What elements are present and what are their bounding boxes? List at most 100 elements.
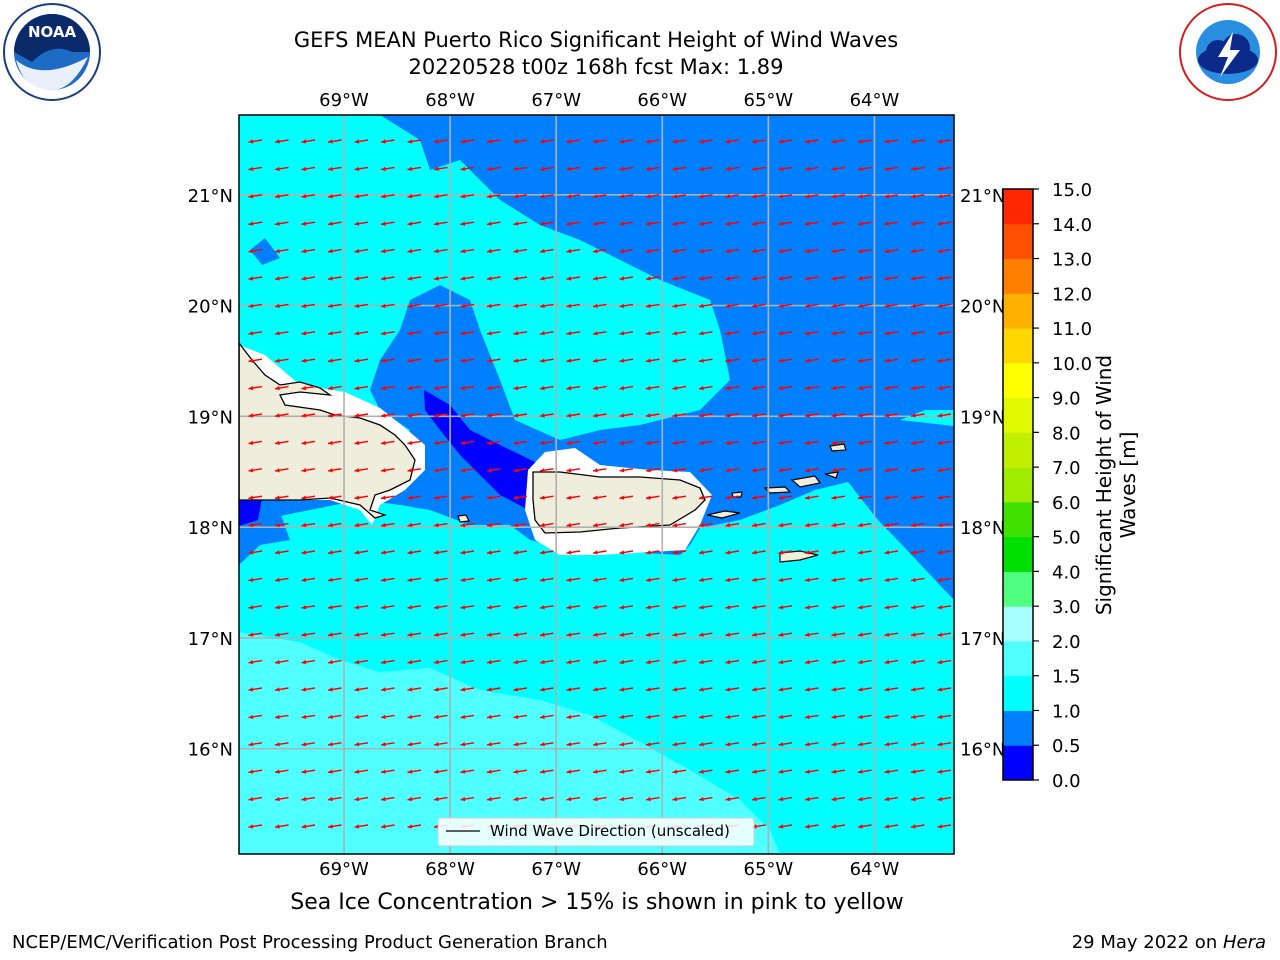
wave-vector: [831, 577, 846, 583]
wave-vector: [910, 440, 925, 446]
wave-vector: [884, 385, 899, 391]
island-mona: [457, 514, 470, 523]
wave-vector: [460, 221, 475, 226]
wave-vector: [460, 468, 475, 473]
map-frame: [238, 114, 955, 855]
wave-vector: [354, 550, 369, 555]
wave-vector: [857, 468, 872, 473]
wave-vector: [274, 522, 289, 528]
wave-vector: [566, 714, 581, 720]
wave-vector: [910, 577, 925, 583]
wave-vector: [460, 769, 475, 774]
wave-vector: [804, 714, 819, 720]
axis-ticks: 69°W 69°W 68°W 68°W 67°W 67°W 66°W 66°W 65°W 65°W…: [188, 90, 1006, 880]
wave-vector: [433, 194, 448, 199]
wave-vector: [804, 194, 819, 199]
wave-vector: [566, 331, 581, 336]
wave-vector: [274, 331, 289, 336]
wave-vector: [566, 495, 581, 500]
wave-vector: [486, 194, 501, 199]
wave-vector: [645, 331, 660, 336]
wave-vector: [698, 358, 713, 363]
wave-vector: [407, 385, 422, 391]
wave-vector: [539, 605, 554, 610]
island-virgin-gorda: [824, 471, 839, 479]
wave-vector: [804, 166, 819, 172]
colorbar-segment: [1003, 328, 1033, 364]
wave-vector: [566, 358, 581, 363]
wave-vector: [513, 769, 528, 774]
wave-vector: [380, 276, 395, 281]
wave-vector: [698, 331, 713, 336]
wave-vector: [619, 522, 634, 528]
wave-vector: [619, 331, 634, 336]
wave-vector: [301, 659, 316, 665]
wave-vector: [831, 714, 846, 720]
wave-vector: [433, 577, 448, 583]
wave-vector: [248, 166, 263, 172]
wave-vector: [433, 248, 448, 254]
legend-label: Wind Wave Direction (unscaled): [490, 822, 730, 840]
wave-vector: [937, 303, 952, 309]
wave-vector: [804, 358, 819, 363]
wave-vector: [513, 194, 528, 199]
wave-vector: [327, 331, 342, 336]
wave-vector: [486, 276, 501, 281]
wave-vector: [274, 577, 289, 583]
wave-vector: [937, 358, 952, 363]
wave-vector: [380, 413, 395, 418]
wave-vector: [672, 194, 687, 199]
wave-vector: [433, 687, 448, 692]
wave-vector: [539, 468, 554, 473]
wave-vector: [831, 468, 846, 473]
wave-vector: [433, 522, 448, 528]
wave-vector: [566, 194, 581, 199]
wave-vector: [433, 358, 448, 363]
colorbar-tick-label: 10.0: [1052, 354, 1092, 375]
wave-vector: [539, 495, 554, 500]
wave-vector: [645, 550, 660, 555]
colorbar-segment: [1003, 258, 1033, 294]
colorbar-tick-label: 1.0: [1052, 701, 1081, 722]
wave-vector: [698, 796, 713, 802]
wave-vector: [645, 194, 660, 199]
wave-vector: [884, 194, 899, 199]
wave-vector: [274, 385, 289, 391]
wave-vector: [248, 440, 263, 446]
wave-vector: [407, 687, 422, 692]
wave-vector: [566, 303, 581, 309]
wave-vector: [725, 550, 740, 555]
wave-vector: [884, 440, 899, 446]
colorbar: 0.0 0.5 1.0 1.5 2.0 3.0 4.0 5.0 6.0 7.0 8.0 9.0 10.0…: [1002, 180, 1092, 792]
wave-vector: [354, 605, 369, 610]
wave-vector: [248, 632, 263, 637]
colorbar-tick-label: 3.0: [1052, 597, 1081, 618]
wave-vector: [937, 139, 952, 144]
wave-vector: [380, 522, 395, 528]
wave-vector: [751, 139, 766, 144]
wave-vector: [910, 276, 925, 281]
wave-vector: [380, 742, 395, 747]
wave-vector: [910, 331, 925, 336]
wave-vector: [433, 769, 448, 774]
wave-vector: [460, 605, 475, 610]
wave-vector: [486, 495, 501, 500]
wave-vector: [751, 550, 766, 555]
wave-vector: [910, 385, 925, 391]
wave-vector: [804, 303, 819, 309]
wave-vector: [407, 194, 422, 199]
wave-vector: [301, 358, 316, 363]
wave-vector: [725, 276, 740, 281]
wave-vector: [460, 358, 475, 363]
wave-vector: [407, 468, 422, 473]
wave-vector: [433, 632, 448, 637]
wave-vector: [592, 358, 607, 363]
lon-tick-label-bottom: 69°W: [319, 859, 369, 880]
wave-vector: [566, 468, 581, 473]
colorbar-segment: [1003, 536, 1033, 572]
wave-vector: [486, 358, 501, 363]
wave-vector: [460, 714, 475, 720]
wave-vector: [937, 824, 952, 829]
wave-vector: [884, 659, 899, 665]
wave-vector: [725, 495, 740, 500]
